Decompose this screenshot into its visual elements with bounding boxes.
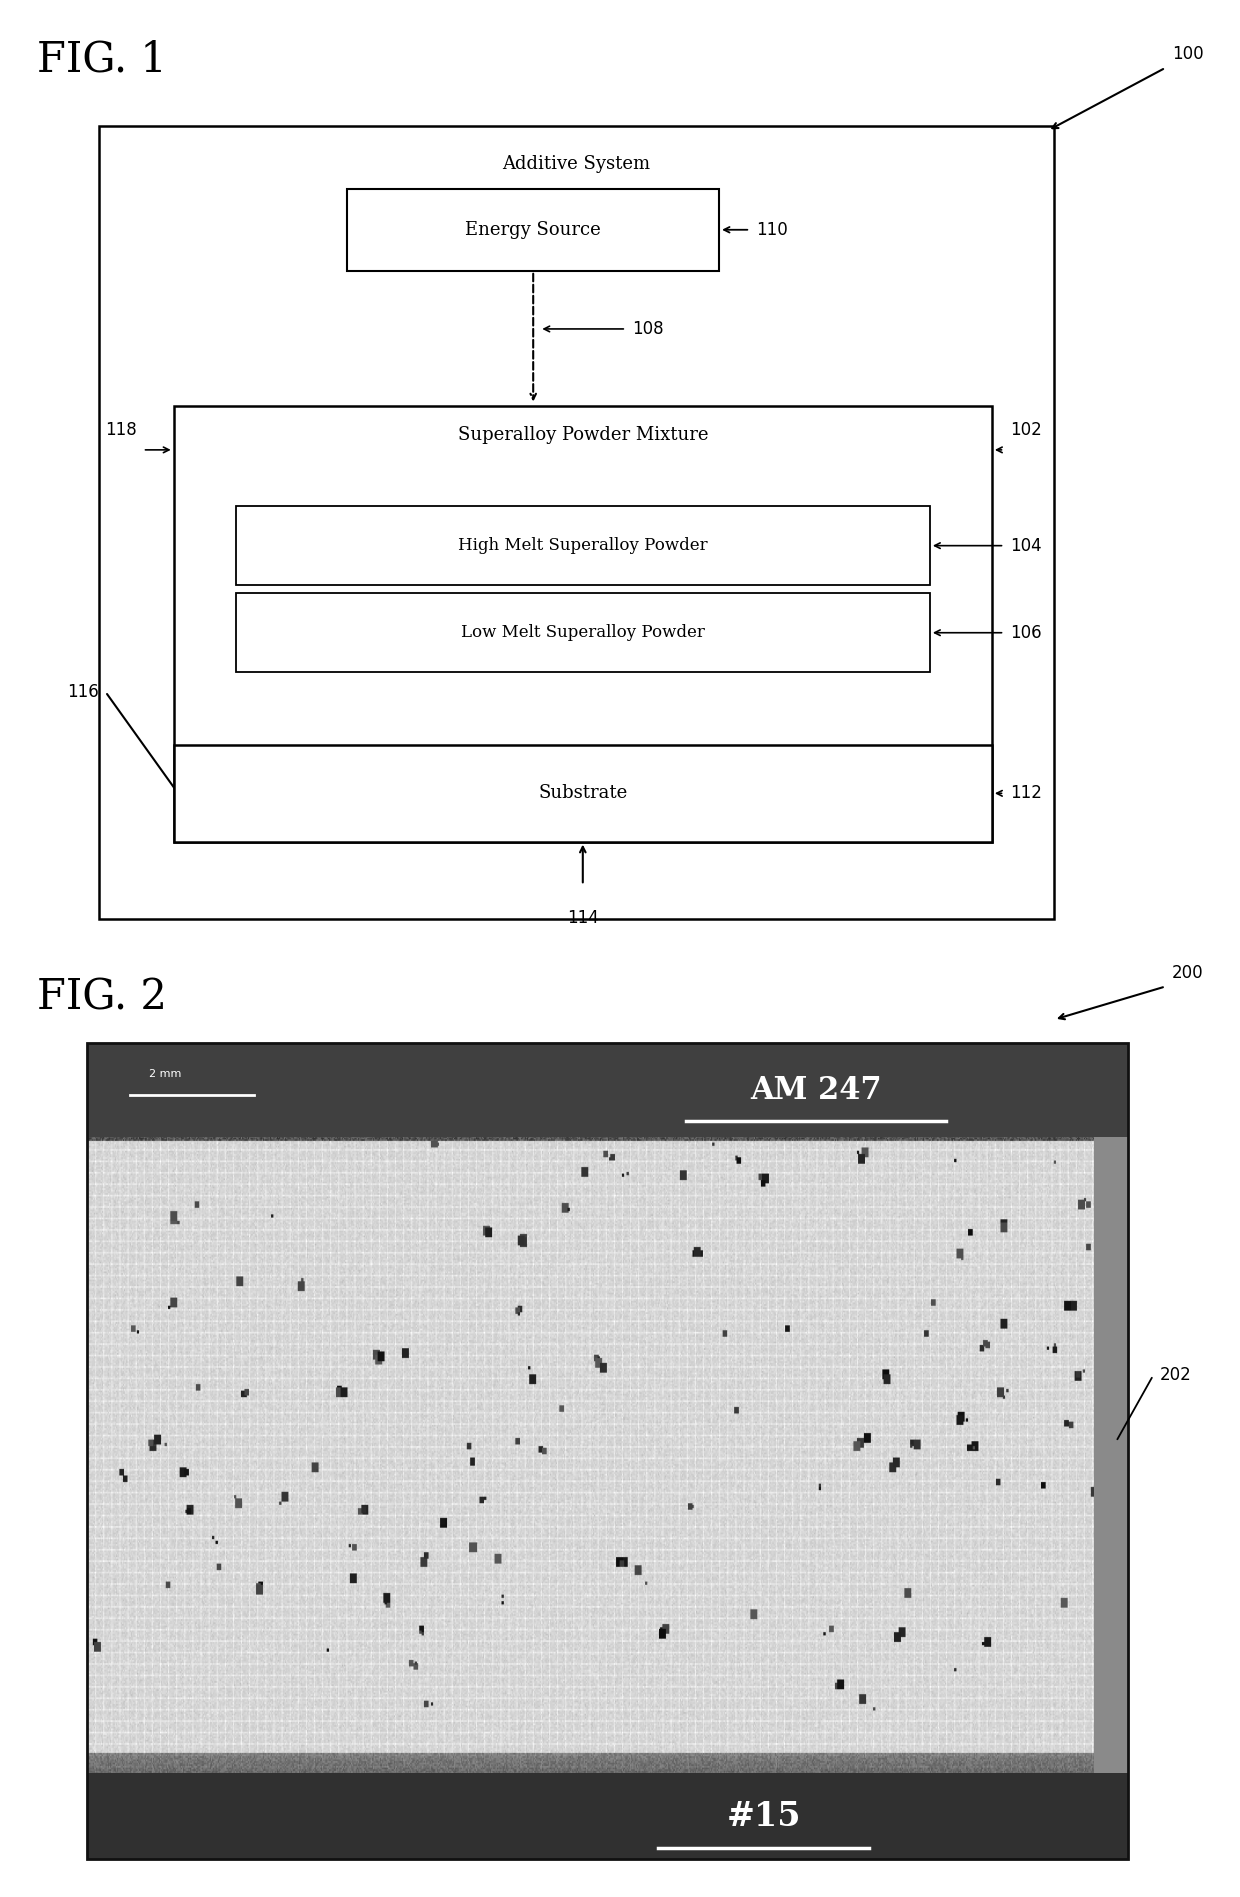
Text: 2 mm: 2 mm	[149, 1068, 181, 1079]
Text: 102: 102	[1011, 421, 1043, 438]
Text: AM 247: AM 247	[750, 1076, 882, 1106]
Text: 116: 116	[67, 683, 99, 700]
Text: 114: 114	[567, 909, 599, 928]
FancyBboxPatch shape	[236, 506, 930, 586]
Text: Energy Source: Energy Source	[465, 220, 601, 239]
FancyBboxPatch shape	[174, 406, 992, 842]
Text: Substrate: Substrate	[538, 783, 627, 802]
FancyBboxPatch shape	[99, 125, 1054, 918]
Text: 106: 106	[1011, 624, 1043, 641]
Text: #15: #15	[727, 1800, 801, 1833]
Text: Low Melt Superalloy Powder: Low Melt Superalloy Powder	[461, 624, 704, 641]
Text: 112: 112	[1011, 783, 1043, 802]
Text: High Melt Superalloy Powder: High Melt Superalloy Powder	[458, 537, 708, 554]
Text: 118: 118	[104, 421, 136, 438]
Text: Additive System: Additive System	[502, 156, 651, 173]
Text: 202: 202	[1159, 1366, 1192, 1385]
Text: 200: 200	[1172, 964, 1204, 981]
FancyBboxPatch shape	[87, 1043, 1128, 1136]
Text: Superalloy Powder Mixture: Superalloy Powder Mixture	[458, 425, 708, 444]
Text: FIG. 1: FIG. 1	[37, 38, 167, 82]
FancyBboxPatch shape	[174, 746, 992, 842]
Text: 104: 104	[1011, 537, 1043, 554]
FancyBboxPatch shape	[87, 1774, 1128, 1859]
Text: 110: 110	[756, 220, 789, 239]
Text: 108: 108	[632, 321, 665, 338]
Text: 100: 100	[1172, 46, 1204, 63]
FancyBboxPatch shape	[1094, 1136, 1128, 1774]
Text: FIG. 2: FIG. 2	[37, 977, 167, 1019]
FancyBboxPatch shape	[236, 594, 930, 672]
FancyBboxPatch shape	[347, 188, 719, 271]
